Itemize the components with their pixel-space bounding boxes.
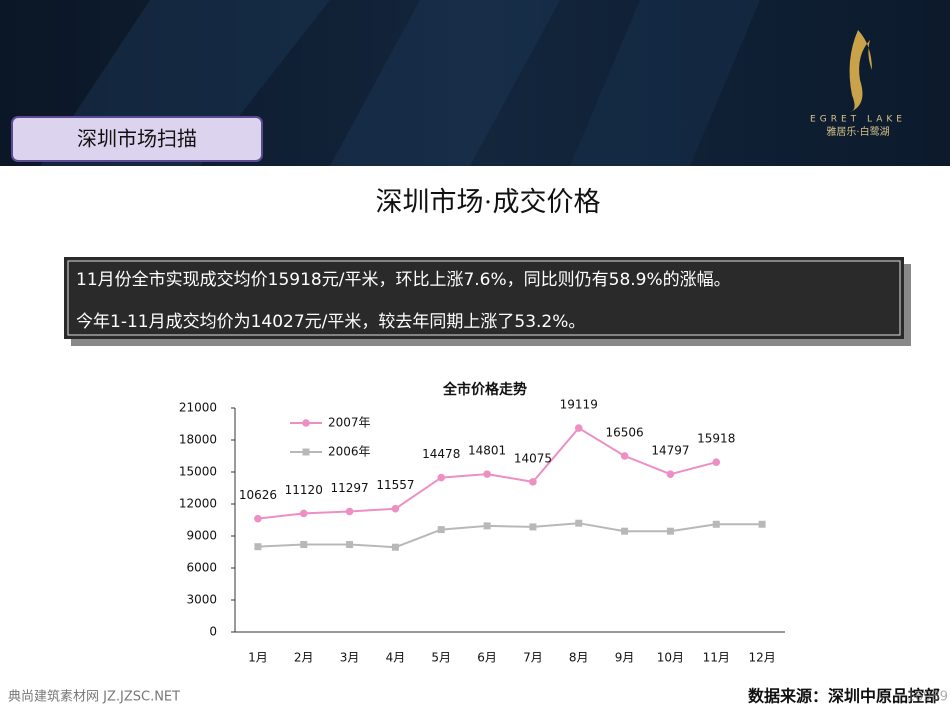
point [621, 527, 629, 535]
section-tab-label: 深圳市场扫描 [77, 127, 197, 151]
point [254, 543, 262, 551]
watermark-id: 16989 [907, 690, 948, 705]
logo-icon [849, 30, 872, 112]
point [529, 478, 537, 486]
point [346, 541, 354, 549]
data-label: 14801 [468, 444, 506, 458]
point [254, 514, 262, 523]
point [483, 522, 491, 530]
point [437, 526, 445, 534]
x-tick-label: 3月 [340, 651, 360, 665]
point [391, 504, 400, 513]
data-label: 10626 [239, 488, 277, 502]
header-stripe [570, 0, 760, 166]
data-label: 16506 [605, 425, 643, 439]
data-label: 11557 [376, 478, 414, 492]
point [302, 448, 310, 456]
y-tick-label: 18000 [179, 433, 217, 447]
header-stripe [330, 0, 560, 166]
section-tab [11, 116, 263, 162]
x-tick-label: 5月 [431, 651, 451, 665]
point [391, 543, 399, 551]
source: 数据来源：深圳中原品控部 [748, 687, 940, 706]
x-tick-label: 11月 [703, 651, 730, 665]
point [575, 519, 583, 527]
x-tick-label: 10月 [657, 651, 684, 665]
data-label: 14075 [514, 451, 552, 465]
y-tick-label: 21000 [179, 401, 217, 415]
x-tick-label: 12月 [748, 651, 775, 665]
y-tick-label: 3000 [186, 593, 217, 607]
point [666, 470, 675, 478]
data-label: 19119 [560, 398, 598, 412]
point [712, 458, 721, 467]
summary-border [67, 260, 901, 336]
brand: EGRET LAKE [810, 115, 906, 125]
summary-line: 11月份全市实现成交均价15918元/平米，环比上涨7.6%，同比则仍有58.9… [76, 270, 731, 290]
point [620, 452, 629, 460]
x-tick-label: 1月 [248, 651, 268, 665]
brand-sub: 雅居乐·白鹭湖 [826, 125, 889, 138]
watermark: 典尚建筑素材网 JZ.JZSC.NET [8, 689, 180, 705]
point [345, 507, 354, 516]
summary-box [64, 257, 904, 339]
x-tick-label: 2月 [294, 651, 314, 665]
point [437, 473, 446, 482]
data-label: 15918 [697, 432, 735, 446]
point [483, 470, 491, 478]
y-tick-label: 12000 [179, 497, 217, 511]
y-tick-label: 15000 [179, 465, 217, 479]
y-tick-label: 6000 [186, 561, 217, 575]
data-label: 11297 [330, 481, 368, 495]
summary-line: 今年1-11月成交均价为14027元/平米，较去年同期上涨了53.2%。 [76, 312, 585, 332]
series-line [257, 522, 763, 549]
x-tick-label: 8月 [569, 651, 589, 665]
y-tick-label: 0 [209, 625, 217, 639]
point [574, 424, 583, 432]
y-tick-label: 9000 [186, 529, 217, 543]
x-tick-label: 4月 [386, 651, 406, 665]
point [300, 541, 308, 549]
legend-label: 2007年 [328, 416, 371, 430]
point [712, 520, 720, 528]
point [529, 523, 537, 531]
point [302, 419, 310, 427]
x-tick-label: 9月 [615, 651, 635, 665]
point [758, 520, 766, 528]
point [666, 527, 674, 535]
x-tick-label: 6月 [477, 651, 497, 665]
slide-title: 深圳市场·成交价格 [376, 187, 601, 217]
data-label: 14478 [422, 447, 460, 461]
data-label: 11120 [285, 483, 323, 497]
x-tick-label: 7月 [523, 651, 543, 665]
legend-label: 2006年 [328, 445, 371, 459]
chart-title: 全市价格走势 [442, 381, 527, 398]
data-label: 14797 [651, 444, 689, 458]
point [299, 509, 308, 518]
